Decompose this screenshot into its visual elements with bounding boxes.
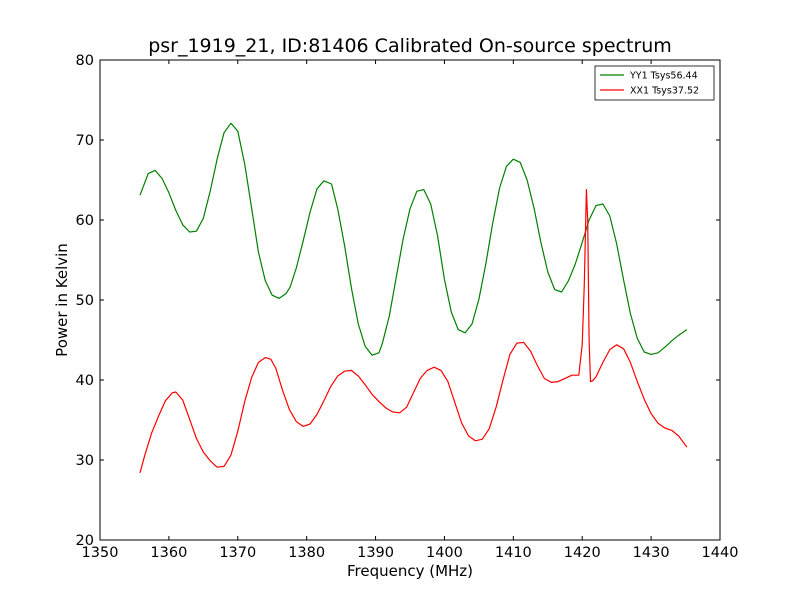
- x-axis: 1350 1360 1370 1380 1390 1400 1410 1420 1430 1440: [82, 60, 739, 561]
- series-line-yy1: [139, 122, 688, 356]
- y-axis-label: Power in Kelvin: [53, 243, 71, 357]
- x-tick-label: 1370: [219, 545, 256, 561]
- y-tick-label: 60: [76, 213, 94, 229]
- legend-label-yy1: YY1 Tsys56.44: [629, 71, 698, 82]
- x-tick-label: 1400: [426, 545, 463, 561]
- y-tick-label: 70: [76, 133, 94, 149]
- x-tick-label: 1350: [82, 545, 119, 561]
- x-axis-label: Frequency (MHz): [347, 562, 473, 580]
- x-tick-label: 1390: [357, 545, 394, 561]
- x-tick-label: 1420: [564, 545, 601, 561]
- y-tick-label: 50: [76, 293, 94, 309]
- chart-title: psr_1919_21, ID:81406 Calibrated On-sour…: [148, 35, 672, 57]
- x-tick-label: 1380: [288, 545, 325, 561]
- series-line-xx1: [139, 189, 688, 473]
- x-tick-label: 1360: [150, 545, 187, 561]
- y-tick-label: 80: [76, 53, 94, 69]
- legend-label-xx1: XX1 Tsys37.52: [630, 86, 699, 97]
- series-layer: [139, 122, 688, 473]
- y-tick-label: 30: [76, 453, 94, 469]
- legend-box: [594, 65, 715, 101]
- y-axis: 20 30 40 50 60 70 80: [76, 53, 720, 549]
- x-tick-label: 1440: [702, 545, 739, 561]
- x-tick-label: 1410: [495, 545, 532, 561]
- y-tick-label: 20: [76, 533, 94, 549]
- x-tick-label: 1430: [633, 545, 670, 561]
- y-tick-label: 40: [76, 373, 94, 389]
- legend: YY1 Tsys56.44 XX1 Tsys37.52: [594, 65, 715, 101]
